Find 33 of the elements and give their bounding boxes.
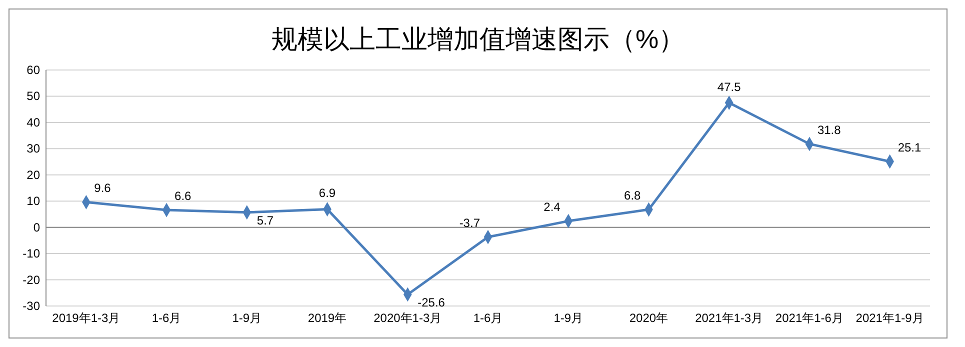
y-tick-label: 60 — [26, 63, 40, 77]
data-label: -3.7 — [459, 216, 480, 230]
data-label: 2.4 — [544, 200, 561, 214]
y-tick-label: 40 — [26, 115, 40, 130]
x-tick-label: 2020年1-3月 — [374, 311, 442, 325]
x-tick-label: 2021年1-9月 — [856, 311, 924, 325]
x-tick-label: 1-9月 — [232, 311, 262, 325]
data-label: 47.5 — [717, 80, 742, 94]
data-label: 5.7 — [256, 213, 274, 228]
y-tick-label: 10 — [26, 194, 40, 208]
x-tick-label: 2019年 — [308, 311, 347, 325]
data-label: 9.6 — [94, 181, 112, 196]
data-label: -25.6 — [418, 295, 446, 310]
x-tick-label: 2021年1-6月 — [775, 311, 844, 325]
x-tick-label: 2020年 — [629, 311, 668, 325]
y-tick-label: 30 — [26, 142, 40, 156]
data-label: 25.1 — [898, 140, 922, 155]
data-label: 6.8 — [624, 188, 642, 202]
x-tick-label: 1-6月 — [152, 311, 182, 325]
y-tick-label: 50 — [26, 89, 40, 104]
x-tick-label: 2019年1-3月 — [52, 311, 120, 325]
data-label: 6.9 — [318, 186, 336, 200]
data-label: 6.6 — [174, 189, 192, 204]
y-tick-label: -10 — [22, 246, 40, 261]
chart-title: 规模以上工业增加值增速图示（%） — [271, 24, 685, 54]
y-tick-label: -30 — [22, 299, 40, 313]
y-tick-label: -20 — [22, 272, 40, 287]
data-label: 31.8 — [817, 122, 842, 137]
y-tick-label: 20 — [26, 168, 40, 182]
x-tick-label: 1-9月 — [554, 311, 584, 325]
x-tick-label: 1-6月 — [473, 311, 503, 325]
x-tick-label: 2021年1-3月 — [695, 311, 764, 325]
y-tick-label: 0 — [33, 220, 40, 234]
